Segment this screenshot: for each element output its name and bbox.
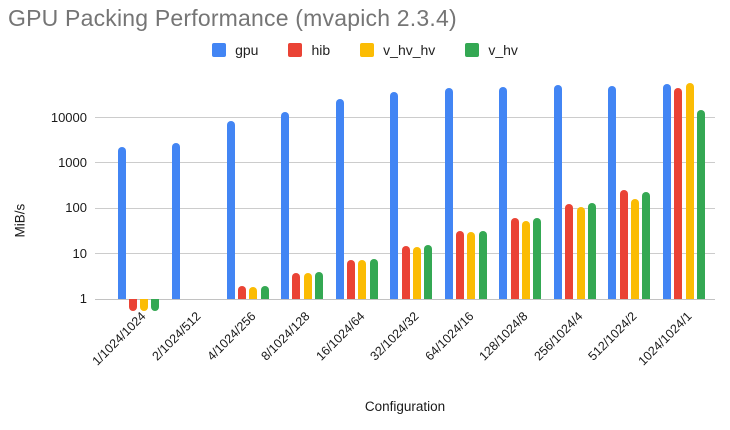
bar-hib[interactable] <box>674 87 683 299</box>
legend-item-gpu: gpu <box>212 42 258 58</box>
legend-item-label: hib <box>311 42 331 58</box>
y-tick-label: 1000 <box>58 154 87 170</box>
bar-hib[interactable] <box>510 218 519 299</box>
bar-v_hv[interactable] <box>315 272 324 299</box>
x-tick-label: 32/1024/32 <box>367 309 422 364</box>
legend-item-label: v_hv_hv <box>383 42 436 58</box>
gridline <box>95 117 715 119</box>
legend-item-hib: hib <box>288 42 330 58</box>
bar-gpu[interactable] <box>335 98 344 299</box>
bar-v_hv_hv[interactable] <box>140 299 149 311</box>
bar-hib[interactable] <box>347 259 355 299</box>
bar-v_hv_hv[interactable] <box>467 232 476 299</box>
bar-gpu[interactable] <box>553 85 562 299</box>
legend-item-v_hv: v_hv <box>465 42 518 58</box>
bar-v_hv[interactable] <box>151 299 160 311</box>
legend: gpu hib v_hv_hv v_hv <box>0 42 730 58</box>
bar-hib[interactable] <box>401 245 410 299</box>
bar-v_hv[interactable] <box>642 191 651 299</box>
bar-gpu[interactable] <box>499 86 508 299</box>
bar-v_hv_hv[interactable] <box>358 260 367 299</box>
y-tick-label: 10 <box>72 245 87 261</box>
bar-hib[interactable] <box>456 230 465 299</box>
bar-gpu[interactable] <box>172 143 181 299</box>
bar-v_hv_hv[interactable] <box>249 287 258 299</box>
gridline <box>95 298 715 300</box>
bar-v_hv[interactable] <box>260 286 269 299</box>
y-tick-label: 1 <box>79 291 87 306</box>
bar-hib[interactable] <box>237 286 246 299</box>
legend-item-label: v_hv <box>488 42 518 58</box>
bar-hib[interactable] <box>619 190 628 299</box>
chart-title: GPU Packing Performance (mvapich 2.3.4) <box>8 5 457 31</box>
legend-swatch <box>465 43 480 57</box>
legend-item-label: gpu <box>235 42 259 58</box>
bar-hib[interactable] <box>292 272 301 299</box>
plot-area <box>95 79 715 311</box>
bar-v_hv_hv[interactable] <box>576 207 585 299</box>
legend-swatch <box>212 43 227 57</box>
bar-v_hv_hv[interactable] <box>412 247 421 299</box>
bar-v_hv[interactable] <box>478 230 487 299</box>
bar-v_hv_hv[interactable] <box>521 221 530 299</box>
x-tick-label: 8/1024/128 <box>258 309 313 364</box>
bar-gpu[interactable] <box>226 120 235 299</box>
legend-swatch <box>288 43 303 57</box>
bar-v_hv_hv[interactable] <box>631 199 640 299</box>
bar-gpu[interactable] <box>390 91 399 299</box>
legend-swatch <box>360 43 375 57</box>
bar-gpu[interactable] <box>117 146 126 299</box>
bar-v_hv_hv[interactable] <box>685 83 694 299</box>
gridline <box>95 162 715 164</box>
bar-gpu[interactable] <box>663 84 671 299</box>
bar-v_hv[interactable] <box>696 110 705 299</box>
bar-v_hv_hv[interactable] <box>303 273 312 299</box>
bar-v_hv[interactable] <box>369 258 378 299</box>
bar-v_hv[interactable] <box>533 218 542 299</box>
gridline <box>95 207 715 209</box>
x-tick-label: 1/1024/1024 <box>89 309 150 369</box>
bar-gpu[interactable] <box>281 112 290 299</box>
y-tick-label: 100 <box>65 200 87 216</box>
bar-hib[interactable] <box>565 203 574 299</box>
y-tick-label: 10000 <box>50 109 87 125</box>
bar-v_hv[interactable] <box>424 245 433 299</box>
bar-gpu[interactable] <box>608 85 617 299</box>
legend-item-v_hv_hv: v_hv_hv <box>360 42 435 58</box>
bar-hib[interactable] <box>128 299 137 311</box>
bar-v_hv[interactable] <box>587 203 596 299</box>
bar-gpu[interactable] <box>444 87 453 299</box>
x-axis-title: Configuration <box>364 399 446 414</box>
